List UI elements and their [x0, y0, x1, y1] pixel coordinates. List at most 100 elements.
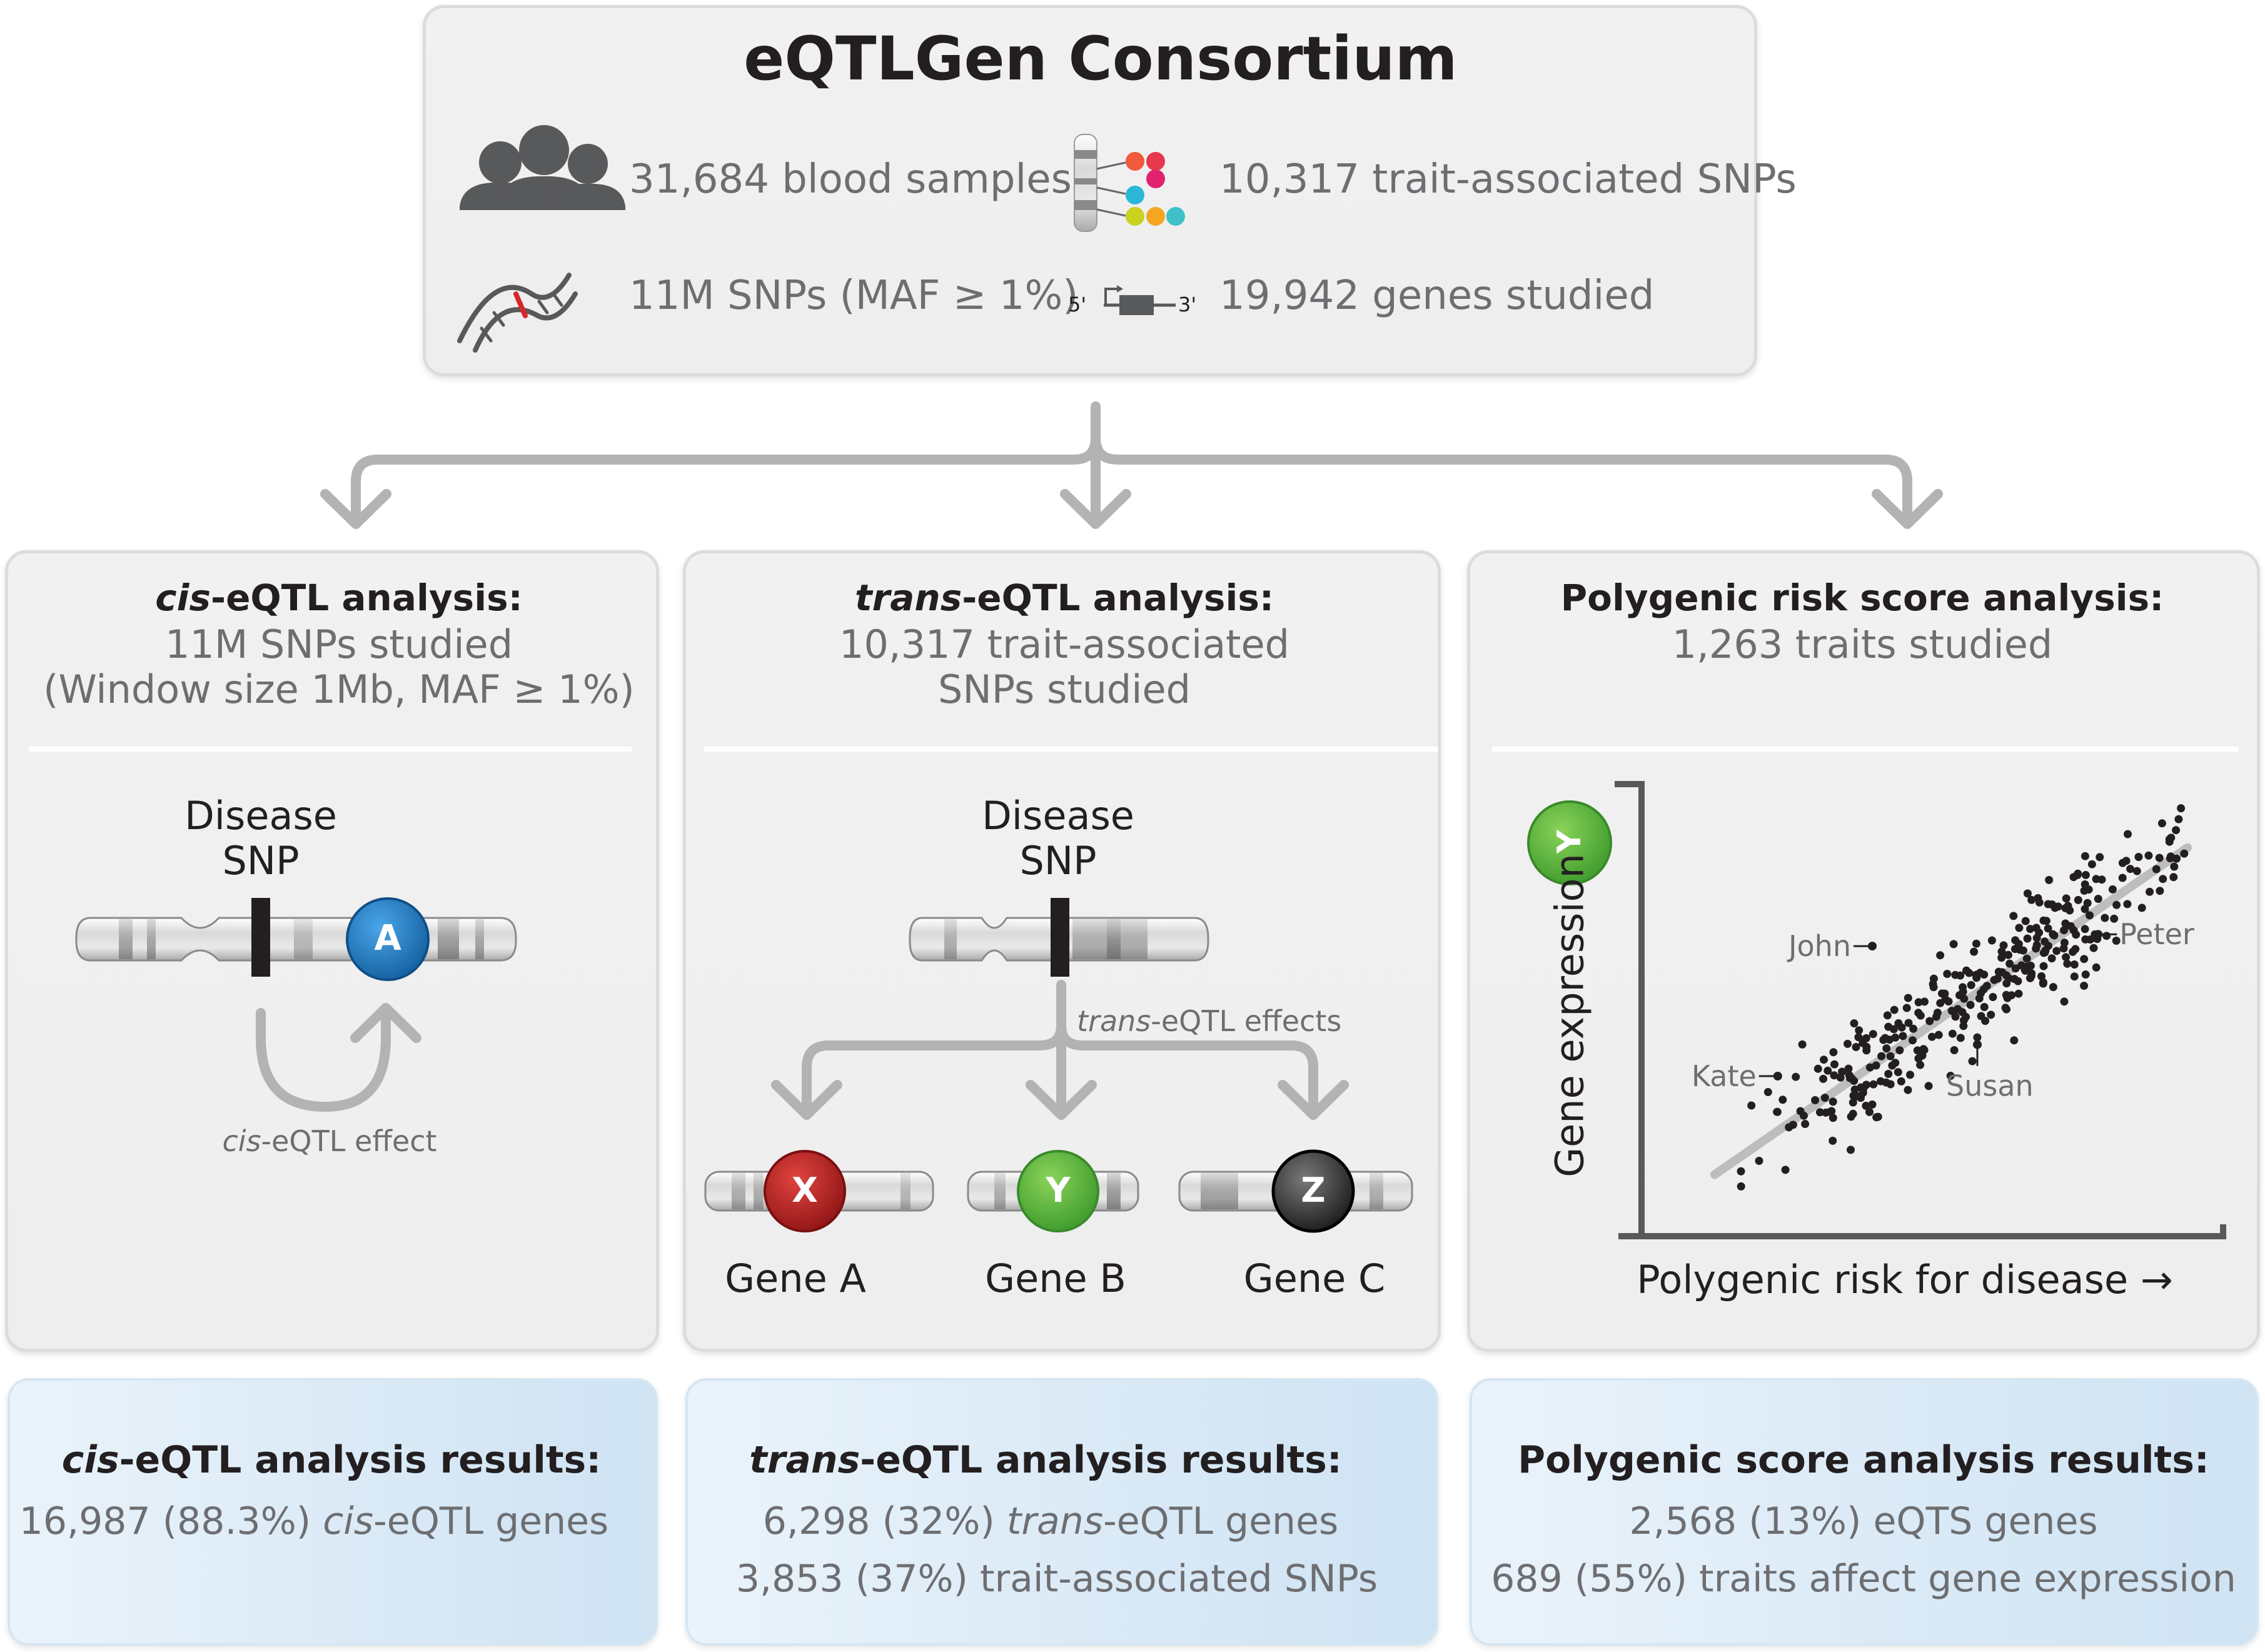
scatter-point [1948, 1029, 1957, 1038]
scatter-point [1956, 1034, 1965, 1042]
scatter-point [2156, 887, 2164, 895]
scatter-point [1914, 1054, 1923, 1063]
scatter-point [1862, 1080, 1870, 1089]
scatter-point [1872, 1061, 1880, 1070]
scatter-point [2081, 925, 2089, 934]
scatter-point [1820, 1094, 1829, 1102]
scatter-point [1822, 1108, 1830, 1117]
scatter-point [2035, 898, 2044, 907]
scatter-point [2101, 914, 2109, 922]
scatter-point [2112, 937, 2121, 945]
scatter-point [1876, 1077, 1885, 1085]
scatter-point [2062, 894, 2071, 903]
scatter-point [1997, 947, 2006, 956]
scatter-point [2094, 895, 2102, 903]
scatter-point [1895, 1046, 1904, 1055]
scatter-point [2165, 837, 2174, 846]
scatter-point [1785, 1123, 1793, 1132]
cis-loop-arrow [256, 1003, 421, 1112]
gene-y-letter: Y [1046, 1171, 1071, 1210]
gene-y-circle [1017, 1150, 1099, 1232]
scatter-point [2001, 1004, 2010, 1012]
scatter-point [1872, 1113, 1881, 1122]
scatter-point [1904, 1019, 1913, 1027]
prs-title: Polygenic risk score analysis: [1560, 577, 2164, 619]
scatter-point [1869, 1080, 1878, 1089]
cis-line2: (Window size 1Mb, MAF ≥ 1%) [43, 667, 635, 712]
scatter-point [1936, 999, 1945, 1007]
scatter-point [2070, 972, 2079, 981]
scatter-point [2180, 849, 2189, 858]
scatter-point [2174, 815, 2183, 823]
gene-c-label: Gene C [1243, 1256, 1386, 1301]
scatter-point [1815, 1108, 1824, 1117]
scatter-point [1829, 1097, 1837, 1106]
scatter-point [1987, 936, 1996, 945]
scatter-point [1830, 1071, 1839, 1080]
scatter-point [1847, 1074, 1856, 1082]
scatter-point [1924, 1082, 1933, 1090]
scatter-point [2017, 961, 2026, 970]
scatter-point [2005, 959, 2014, 968]
gene-z-letter: Z [1301, 1171, 1326, 1210]
scatter-point [2026, 962, 2035, 970]
scatter-point [2080, 887, 2089, 895]
gene-structure-icon [1104, 285, 1176, 315]
scatter-point [2080, 955, 2089, 964]
gene-3prime-label: 3' [1178, 293, 1197, 316]
scatter-point [2110, 914, 2119, 923]
cis-effect-label: cis-eQTL effect [222, 1124, 437, 1158]
gene-z-circle [1271, 1149, 1355, 1233]
cis-disease-label-1: Disease [184, 793, 337, 839]
trans-results-line1: 6,298 (32%) trans-eQTL genes [762, 1499, 1339, 1543]
scatter-point [1844, 1039, 1852, 1048]
scatter-point [2002, 979, 2011, 988]
scatter-point [1959, 983, 1967, 992]
branch-arrows [320, 401, 1943, 529]
scatter-point [2087, 860, 2096, 869]
scatter-point [2097, 875, 2106, 884]
scatter-point [1737, 1182, 1745, 1191]
scatter-point [1820, 1055, 1828, 1064]
scatter-point [2062, 953, 2071, 962]
scatter-point [2066, 922, 2075, 930]
scatter-point [1879, 1035, 1888, 1044]
scatter-point [1951, 1012, 1960, 1021]
scatter-point [1897, 1077, 1905, 1085]
scatter-point [1899, 1032, 1907, 1040]
scatter-point [2155, 854, 2164, 862]
scatter-point [1919, 1045, 1928, 1054]
scatter-point [1847, 1146, 1855, 1154]
scatter-point [2060, 939, 2069, 947]
prs-gene-y-circle [1527, 800, 1612, 885]
scatter-point [2089, 944, 2098, 952]
scatter-point [2032, 924, 2041, 932]
scatter-point [1972, 970, 1980, 979]
scatter-point [1854, 1033, 1863, 1042]
annotation-label-peter: Peter [2119, 917, 2194, 951]
scatter-point [2032, 934, 2041, 942]
cis-results-title: cis-eQTL analysis results: [61, 1438, 602, 1482]
scatter-point [2032, 944, 2041, 953]
trans-results-title: trans-eQTL analysis results: [749, 1438, 1342, 1482]
trans-effects-label: trans-eQTL effects [1077, 1004, 1342, 1038]
scatter-point [1850, 1019, 1859, 1028]
scatter-point [2108, 885, 2117, 894]
scatter-point [2069, 947, 2077, 956]
scatter-point [2048, 900, 2056, 909]
scatter-point [1998, 968, 2007, 977]
scatter-point [1829, 1114, 1837, 1122]
scatter-point [2070, 960, 2079, 969]
scatter-point [2102, 932, 2111, 940]
scatter-point [2027, 895, 2036, 904]
scatter-point [2172, 826, 2181, 835]
scatter-point [1936, 951, 1945, 960]
scatter-point [1884, 1070, 1893, 1078]
trans-disease-label-2: SNP [1019, 838, 1097, 884]
scatter-point [1934, 1030, 1943, 1039]
trait-snps-stat: 10,317 trait-associated SNPs [1219, 156, 1797, 203]
scatter-point [1914, 1009, 1923, 1017]
scatter-point [1891, 1033, 1900, 1042]
annotation-label-john: John [1787, 929, 1851, 963]
scatter-point [2022, 954, 2031, 963]
